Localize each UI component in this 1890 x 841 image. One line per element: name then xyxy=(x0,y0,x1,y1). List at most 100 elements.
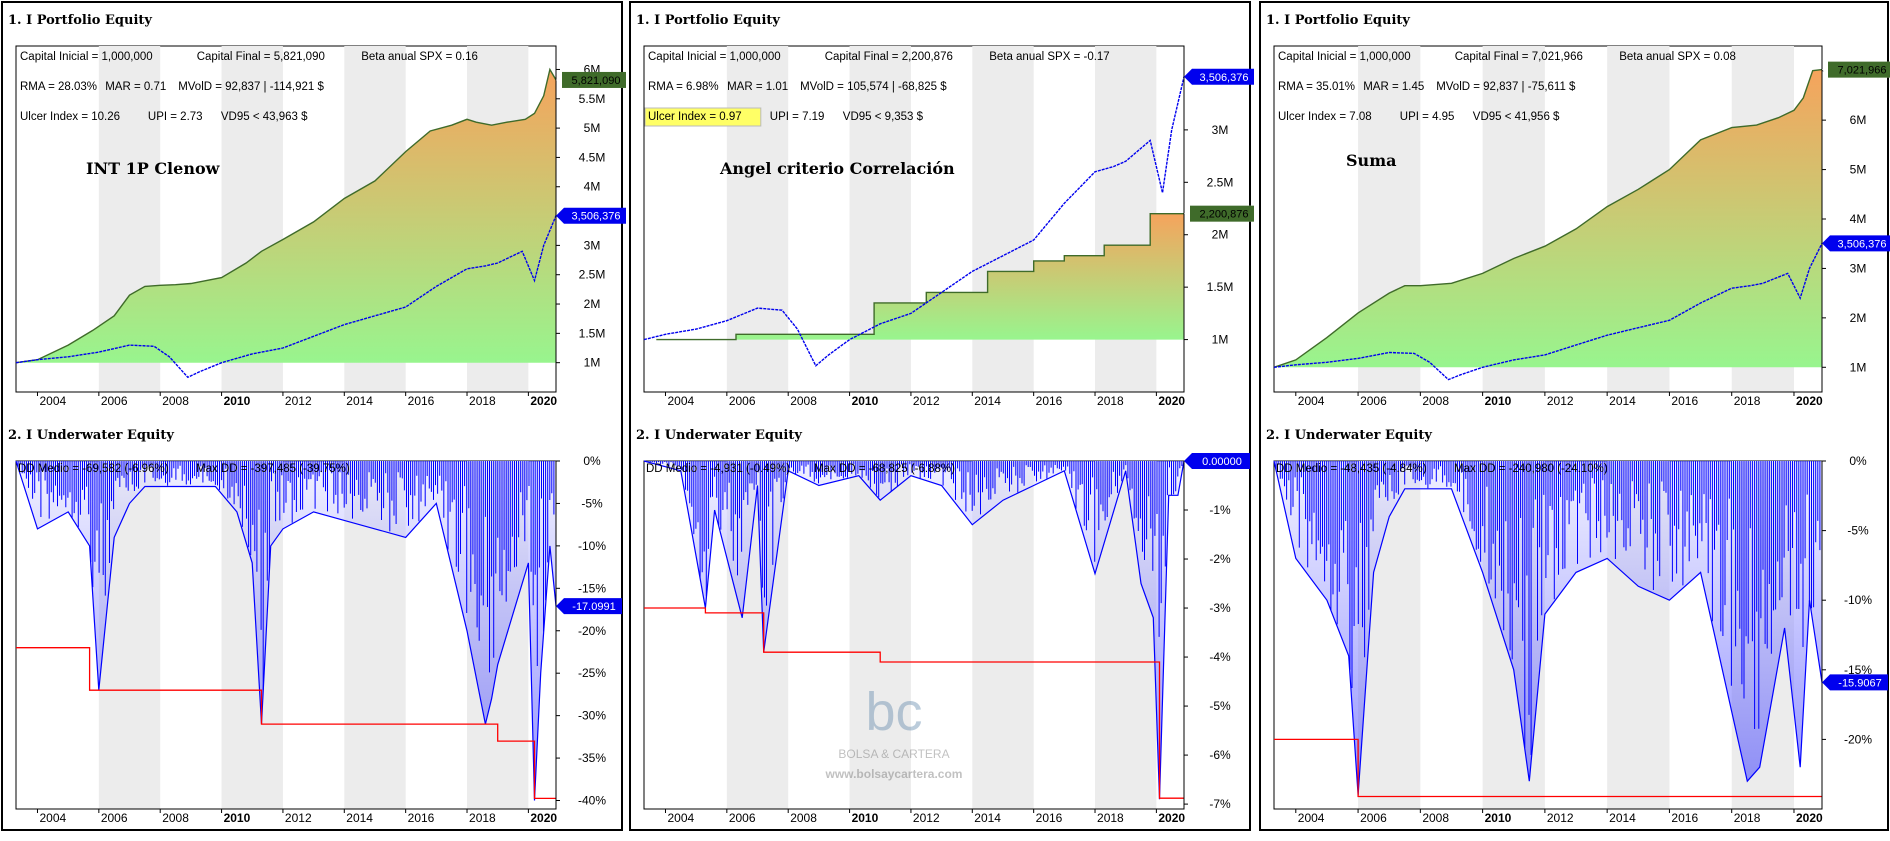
x-tick-label-2014: 2014 xyxy=(346,811,373,825)
equity-stat: Ulcer Index = 10.26 xyxy=(20,111,120,123)
x-tick-label-2018: 2018 xyxy=(1097,394,1124,408)
equity-value-badge: 5,821,090 xyxy=(556,71,626,88)
equity-stat: Beta anual SPX = -0.17 xyxy=(989,51,1110,63)
x-tick-label-2020: 2020 xyxy=(530,811,557,825)
badge-label: -17.0991 xyxy=(572,601,615,613)
x-tick-label-2006: 2006 xyxy=(729,811,756,825)
badge-label: -15.9067 xyxy=(1838,677,1881,689)
y-tick-label: -20% xyxy=(1844,732,1872,746)
y-tick-label: -1% xyxy=(1209,503,1231,517)
x-tick-label-2004: 2004 xyxy=(667,811,694,825)
y-tick-label: 2M xyxy=(1850,311,1867,325)
x-tick-label-2008: 2008 xyxy=(162,394,189,408)
x-tick-label-2018: 2018 xyxy=(1734,811,1761,825)
y-tick-label: -10% xyxy=(1844,593,1872,607)
drawdown-line xyxy=(15,460,557,801)
x-tick-label-2012: 2012 xyxy=(913,811,940,825)
x-tick-label-2010: 2010 xyxy=(1485,394,1512,408)
x-tick-label-2006: 2006 xyxy=(101,394,128,408)
x-tick-label-2004: 2004 xyxy=(39,811,66,825)
y-tick-label: 4.5M xyxy=(579,150,606,164)
y-tick-label: 2.5M xyxy=(1207,175,1234,189)
x-tick-label-2014: 2014 xyxy=(1609,811,1636,825)
watermark-url: www.bolsaycartera.com xyxy=(825,767,963,781)
benchmark-line xyxy=(643,76,1185,367)
strategy-panel-3: 1. I Portfolio Equity7M6M5M4M3M2M1M7,021… xyxy=(1259,1,1890,831)
y-tick-label: 1M xyxy=(1850,360,1867,374)
equity-stat: Capital Inicial = 1,000,000 xyxy=(20,51,153,63)
year-band xyxy=(972,46,1034,392)
year-band xyxy=(849,46,911,392)
equity-stat: VD95 < 41,956 $ xyxy=(1473,111,1560,123)
y-tick-label: 1M xyxy=(584,356,601,370)
equity-stat: Capital Final = 5,821,090 xyxy=(197,51,325,63)
x-tick-label-2004: 2004 xyxy=(39,394,66,408)
x-tick-label-2010: 2010 xyxy=(224,394,251,408)
drawdown-spikes xyxy=(1275,461,1821,755)
y-tick-label: 6M xyxy=(1850,113,1867,127)
year-band xyxy=(972,461,1034,809)
strategy-panel-1: 1. I Portfolio Equity6M5.5M5M4.5M4M3.5M3… xyxy=(1,1,626,831)
equity-stat: MVolD = 92,837 | -114,921 $ xyxy=(178,81,324,93)
max-drawdown-line xyxy=(1274,738,1822,798)
x-tick-label-2008: 2008 xyxy=(1422,811,1449,825)
equity-area-fill xyxy=(16,69,556,363)
equity-stat: Capital Final = 2,200,876 xyxy=(825,51,953,63)
x-tick-label-2014: 2014 xyxy=(974,394,1001,408)
equity-stat: Ulcer Index = 7.08 xyxy=(1278,111,1372,123)
equity-stat: RMA = 35.01% xyxy=(1278,81,1355,93)
y-tick-label: 5M xyxy=(584,121,601,135)
drawdown-stat: DD Medio = -4,931 (-0.49%) xyxy=(646,463,790,475)
y-tick-label: -25% xyxy=(578,666,606,680)
x-tick-label-2020: 2020 xyxy=(1158,811,1185,825)
x-tick-label-2012: 2012 xyxy=(285,811,312,825)
drawdown-value-badge: 0.00000 xyxy=(1184,453,1250,469)
drawdown-section-title: 2. I Underwater Equity xyxy=(1266,428,1432,443)
x-tick-label-2020: 2020 xyxy=(1796,811,1823,825)
x-tick-label-2012: 2012 xyxy=(1547,394,1574,408)
x-tick-label-2016: 2016 xyxy=(1036,394,1063,408)
max-drawdown-line xyxy=(644,607,1184,799)
x-tick-label-2018: 2018 xyxy=(469,811,496,825)
equity-stat: Beta anual SPX = 0.08 xyxy=(1619,51,1736,63)
badge-label: 3,506,376 xyxy=(1200,72,1249,84)
equity-stat: Ulcer Index = 0.97 xyxy=(648,111,742,123)
equity-stat: VD95 < 9,353 $ xyxy=(843,111,924,123)
drawdown-value-badge: -17.0991 xyxy=(556,598,622,615)
highlight-box xyxy=(644,107,762,127)
y-tick-label: 2M xyxy=(584,297,601,311)
drawdown-section-title: 2. I Underwater Equity xyxy=(636,428,802,443)
equity-stat: MVolD = 105,574 | -68,825 $ xyxy=(800,81,947,93)
x-tick-label-2020: 2020 xyxy=(1158,394,1185,408)
equity-stat: UPI = 4.95 xyxy=(1400,111,1455,123)
x-tick-label-2014: 2014 xyxy=(1609,394,1636,408)
drawdown-line xyxy=(1273,460,1823,796)
y-tick-label: 2M xyxy=(1212,228,1229,242)
y-tick-label: 2.5M xyxy=(579,268,606,282)
x-tick-label-2016: 2016 xyxy=(408,394,435,408)
badge-bg xyxy=(1190,205,1254,222)
y-tick-label: 0% xyxy=(583,454,601,468)
y-tick-label: -3% xyxy=(1209,601,1231,615)
equity-stat: RMA = 28.03% xyxy=(20,81,97,93)
equity-stat: RMA = 6.98% xyxy=(648,81,719,93)
equity-stat: Beta anual SPX = 0.16 xyxy=(361,51,478,63)
y-tick-label: 4M xyxy=(584,180,601,194)
badge-shape xyxy=(556,207,626,224)
drawdown-section-title: 2. I Underwater Equity xyxy=(8,428,174,443)
equity-line xyxy=(1273,68,1823,368)
x-tick-label-2006: 2006 xyxy=(101,811,128,825)
x-tick-label-2014: 2014 xyxy=(974,811,1001,825)
equity-section-title: 1. I Portfolio Equity xyxy=(8,13,152,28)
x-tick-label-2006: 2006 xyxy=(729,394,756,408)
y-tick-label: 3M xyxy=(584,238,601,252)
y-tick-label: -15% xyxy=(1844,663,1872,677)
x-tick-label-2012: 2012 xyxy=(285,394,312,408)
y-tick-label: -40% xyxy=(578,794,606,808)
equity-value-badge: 2,200,876 xyxy=(1184,205,1254,222)
equity-stat: MAR = 1.45 xyxy=(1363,81,1424,93)
equity-stat: Capital Inicial = 1,000,000 xyxy=(648,51,781,63)
badge-label: 7,021,966 xyxy=(1838,65,1887,77)
watermark-logo: bc xyxy=(865,682,922,742)
